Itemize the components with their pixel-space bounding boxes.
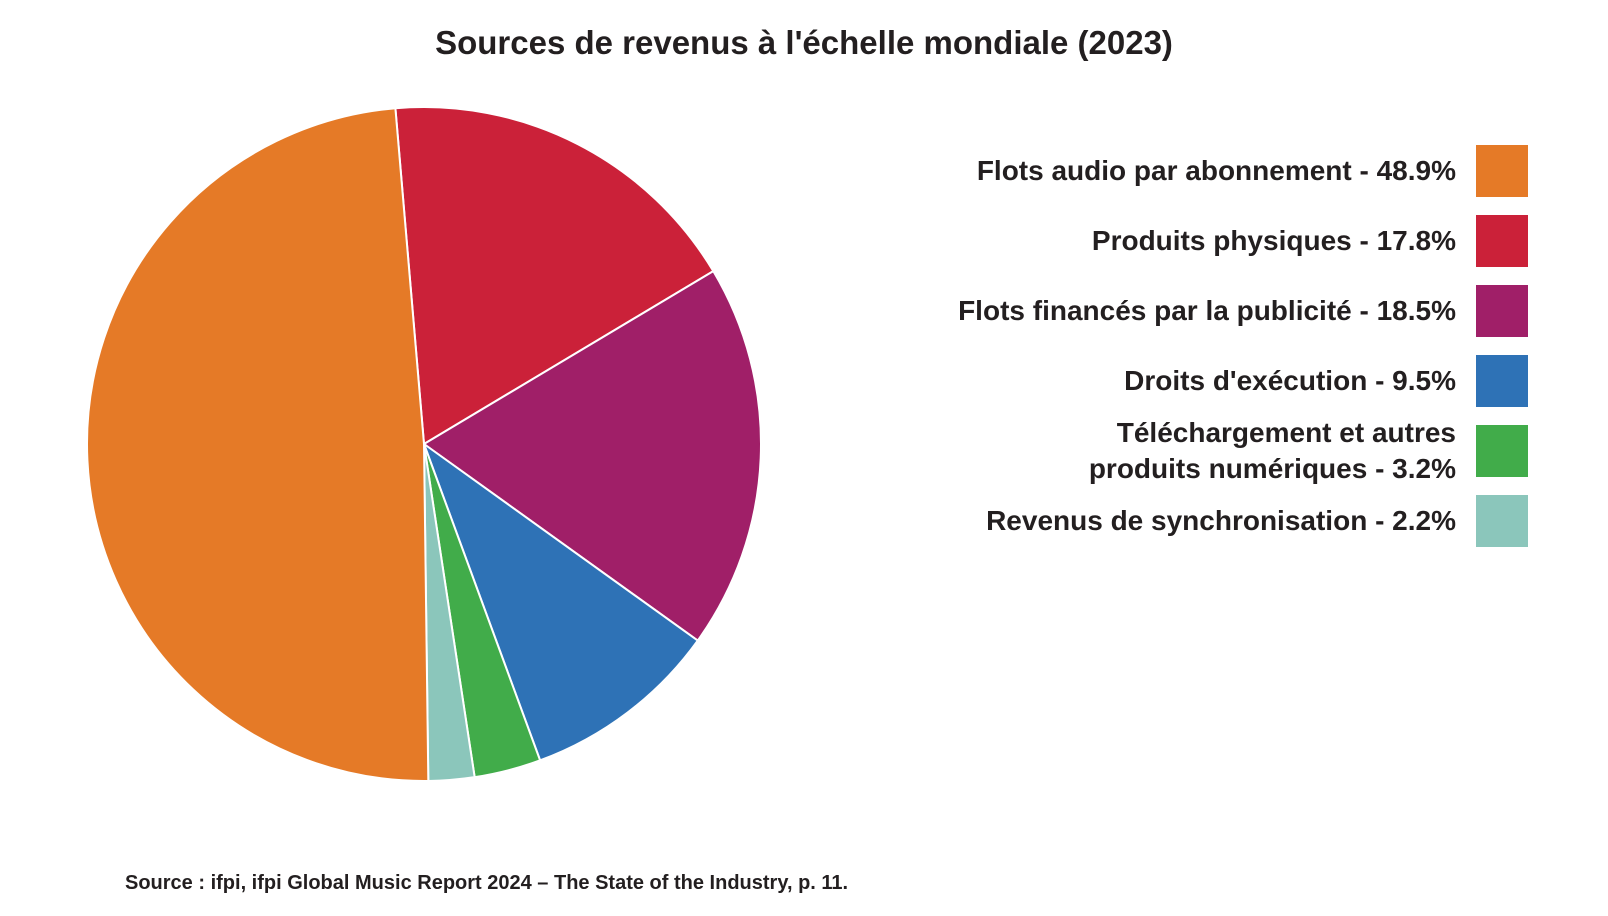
pie-slice-3 [421,441,700,762]
pie-slice-0 [86,107,430,782]
pie-slice-1 [394,106,715,446]
legend-item-1: Produits physiques - 17.8% [958,215,1528,267]
legend-label: Flots financés par la publicité - 18.5% [958,295,1456,326]
legend-item-4: Téléchargement et autres produits numériq… [958,417,1528,484]
legend-swatch [1476,215,1528,267]
pie-slice-2 [422,269,762,642]
legend-item-2: Flots financés par la publicité - 18.5% [958,285,1528,337]
legend-swatch [1476,425,1528,477]
legend: Flots audio par abonnement - 48.9% Produi… [958,145,1528,565]
source-note: Source : ifpi, ifpi Global Music Report … [125,872,849,894]
legend-swatch [1476,495,1528,547]
chart-title: Sources de revenus à l'échelle mondiale … [435,24,1173,61]
legend-label: Téléchargement et autres produits numériq… [1088,417,1456,484]
legend-swatch [1476,355,1528,407]
legend-label: Droits d'exécution - 9.5% [1124,365,1456,396]
legend-label: Flots audio par abonnement - 48.9% [976,155,1456,186]
legend-item-0: Flots audio par abonnement - 48.9% [958,145,1528,197]
legend-item-5: Revenus de synchronisation - 2.2% [958,495,1528,547]
legend-item-3: Droits d'exécution - 9.5% [958,355,1528,407]
legend-label: Revenus de synchronisation - 2.2% [986,505,1456,536]
legend-swatch [1476,145,1528,197]
pie-chart [86,106,762,782]
legend-label: Produits physiques - 17.8% [1091,225,1456,256]
legend-swatch [1476,285,1528,337]
